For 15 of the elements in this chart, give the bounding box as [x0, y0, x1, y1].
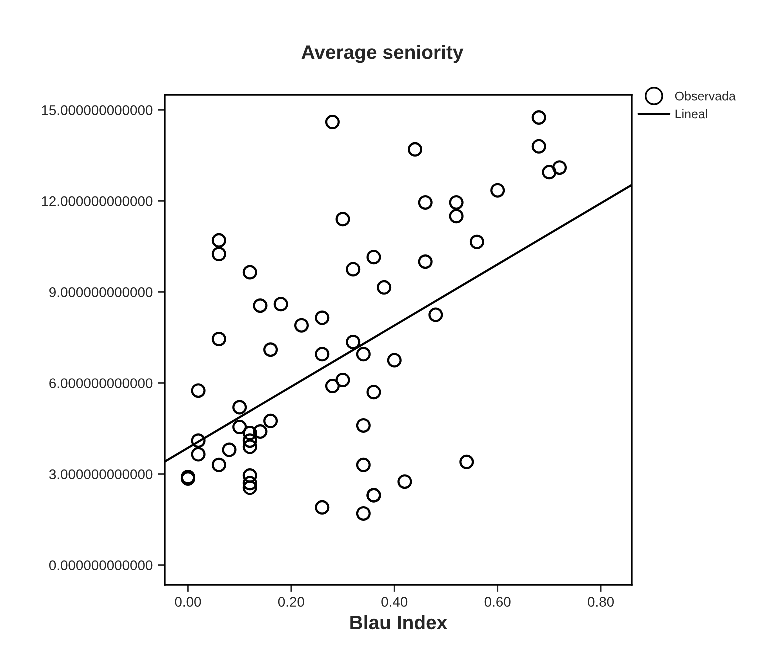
chart-title: Average seniority: [302, 45, 464, 64]
x-axis-title: Blau Index: [350, 615, 448, 630]
x-tick-label: 0.80: [588, 597, 614, 608]
legend-label: Observada: [675, 92, 736, 101]
x-tick-label: 0.00: [175, 597, 202, 608]
legend-label: Lineal: [676, 109, 708, 119]
y-tick-label: 9.000000000000: [50, 288, 153, 298]
y-tick-label: 12.000000000000: [42, 196, 153, 206]
y-tick-label: 6.000000000000: [50, 378, 153, 388]
y-tick-label: 0.000000000000: [49, 560, 153, 570]
y-tick-label: 15.000000000000: [42, 106, 153, 116]
x-tick-label: 0.20: [278, 597, 304, 608]
x-tick-label: 0.60: [484, 597, 511, 608]
x-tick-label: 0.40: [382, 597, 408, 608]
y-tick-label: 3.000000000000: [49, 470, 153, 480]
